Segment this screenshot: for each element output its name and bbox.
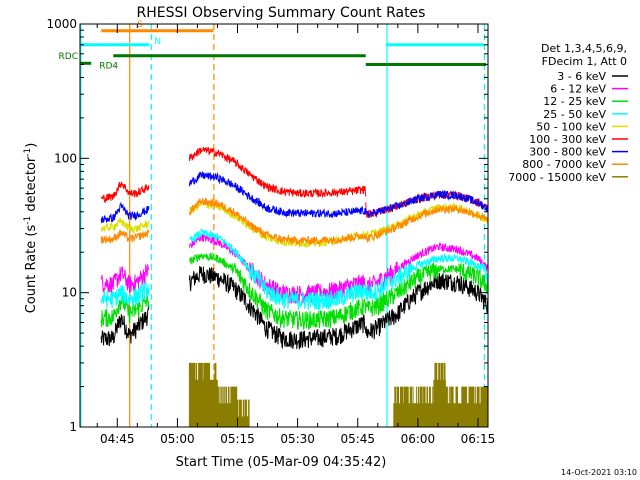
legend-header-line-1: Det 1,3,4,5,6,9, (541, 42, 627, 55)
legend-label-5: 100 - 300 keV (529, 133, 606, 146)
y-axis-label-mid: detector (24, 156, 39, 216)
chart-title: RHESSI Observing Summary Count Rates (137, 5, 426, 21)
legend-label-1: 6 - 12 keV (550, 83, 606, 96)
x-tick-label-1: 05:00 (160, 432, 195, 446)
x-tick-label-6: 06:15 (461, 432, 496, 446)
legend-label-2: 12 - 25 keV (543, 95, 606, 108)
series-line-7 (100, 198, 489, 247)
y-axis-label-close: ) (24, 143, 39, 148)
legend-label-0: 3 - 6 keV (557, 70, 606, 83)
series-7000-15000-step-2 (237, 399, 250, 427)
y-tick-label-3: 1000 (46, 17, 77, 31)
y-axis-label: Count Rate (s-1 detector-1) (23, 143, 39, 314)
flag-label-rd4: RD4 (99, 61, 118, 71)
legend-label-8: 7000 - 15000 keV (508, 171, 606, 184)
series-7000-15000-step-0 (188, 362, 218, 427)
series-line-3 (100, 228, 489, 311)
series-7000-15000-step-3 (393, 386, 435, 427)
series-line-6 (100, 171, 489, 224)
footer-timestamp: 14-Oct-2021 03:10 (561, 468, 637, 477)
series-7000-15000-step-5 (445, 386, 489, 427)
legend-header-line-2: FDecim 1, Att 0 (542, 55, 627, 68)
flag-label-rdc: RDC (59, 52, 78, 62)
legend-label-3: 25 - 50 keV (543, 108, 606, 121)
legend-label-7: 800 - 7000 keV (522, 158, 606, 171)
series-line-1 (100, 233, 489, 304)
y-tick-label-2: 100 (54, 151, 77, 165)
x-tick-label-0: 04:45 (100, 432, 135, 446)
x-tick-label-5: 06:00 (401, 432, 436, 446)
y-tick-labels: 1 10 100 1000 (46, 17, 77, 434)
y-axis-label-sup: -1 (23, 216, 33, 225)
axes (79, 23, 489, 428)
legend: Det 1,3,4,5,6,9, FDecim 1, Att 0 3 - 6 k… (508, 42, 628, 184)
legend-label-4: 50 - 100 keV (536, 120, 606, 133)
x-axis-label: Start Time (05-Mar-09 04:35:42) (176, 455, 387, 470)
x-tick-label-4: 05:45 (340, 432, 375, 446)
flag-label-s: S (137, 20, 143, 30)
plot-area: S N RDC RD4 (59, 20, 489, 427)
y-tick-label-0: 1 (69, 420, 77, 434)
y-tick-label-1: 10 (62, 286, 77, 300)
x-tick-label-2: 05:15 (220, 432, 255, 446)
series-7000-15000-step-4 (433, 362, 446, 427)
x-tick-label-3: 05:30 (280, 432, 315, 446)
y-axis-label-sup2: -1 (23, 148, 33, 157)
y-axis-label-main: Count Rate (s (24, 225, 39, 314)
x-tick-labels: 04:45 05:00 05:15 05:30 05:45 06:00 06:15 (100, 432, 495, 446)
legend-label-6: 300 - 800 keV (529, 146, 606, 159)
series-7000-15000-step-1 (217, 386, 238, 427)
flag-label-n: N (154, 37, 161, 47)
series-line-2 (100, 251, 489, 330)
plot-frame (79, 23, 489, 428)
series-line-0 (100, 265, 489, 351)
